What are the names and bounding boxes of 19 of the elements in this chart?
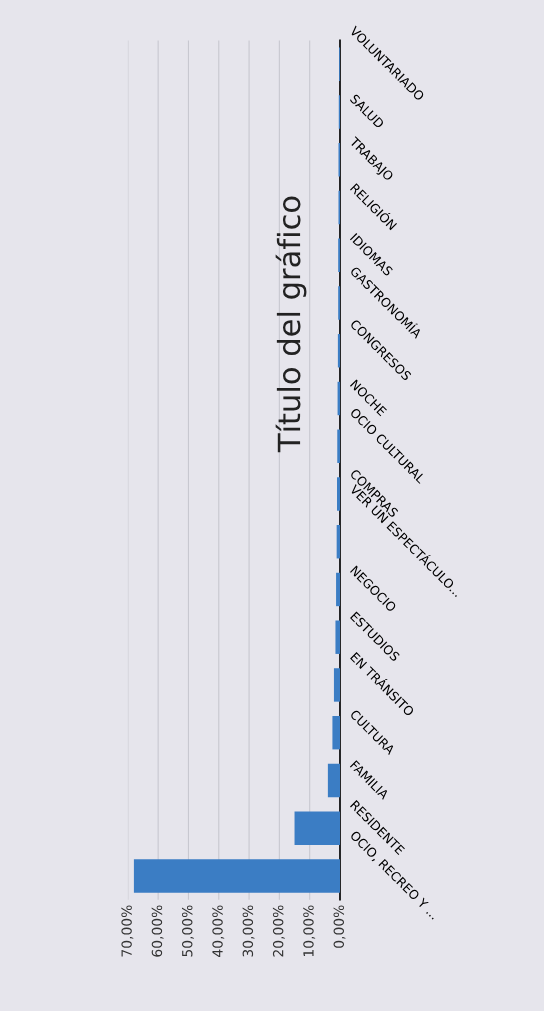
x-tick-label: 70,00% <box>121 905 134 957</box>
bar <box>335 620 340 654</box>
text: Título del gráfico <box>275 196 307 453</box>
x-tick-label: 0,00% <box>333 905 346 948</box>
x-tick-label: 10,00% <box>303 905 316 957</box>
bar <box>336 477 340 511</box>
bar <box>133 859 340 893</box>
x-tick-label: 60,00% <box>151 905 164 957</box>
bar <box>327 763 340 798</box>
bar <box>294 811 340 845</box>
bar <box>337 429 340 463</box>
x-tick-label: 30,00% <box>242 905 255 957</box>
bar <box>337 334 340 368</box>
bar <box>336 572 340 607</box>
bar <box>333 668 340 702</box>
x-tick-label: 20,00% <box>272 905 285 957</box>
bar <box>332 715 340 750</box>
x-tick-label: 40,00% <box>212 905 225 957</box>
x-tick-label: 50,00% <box>181 905 194 957</box>
